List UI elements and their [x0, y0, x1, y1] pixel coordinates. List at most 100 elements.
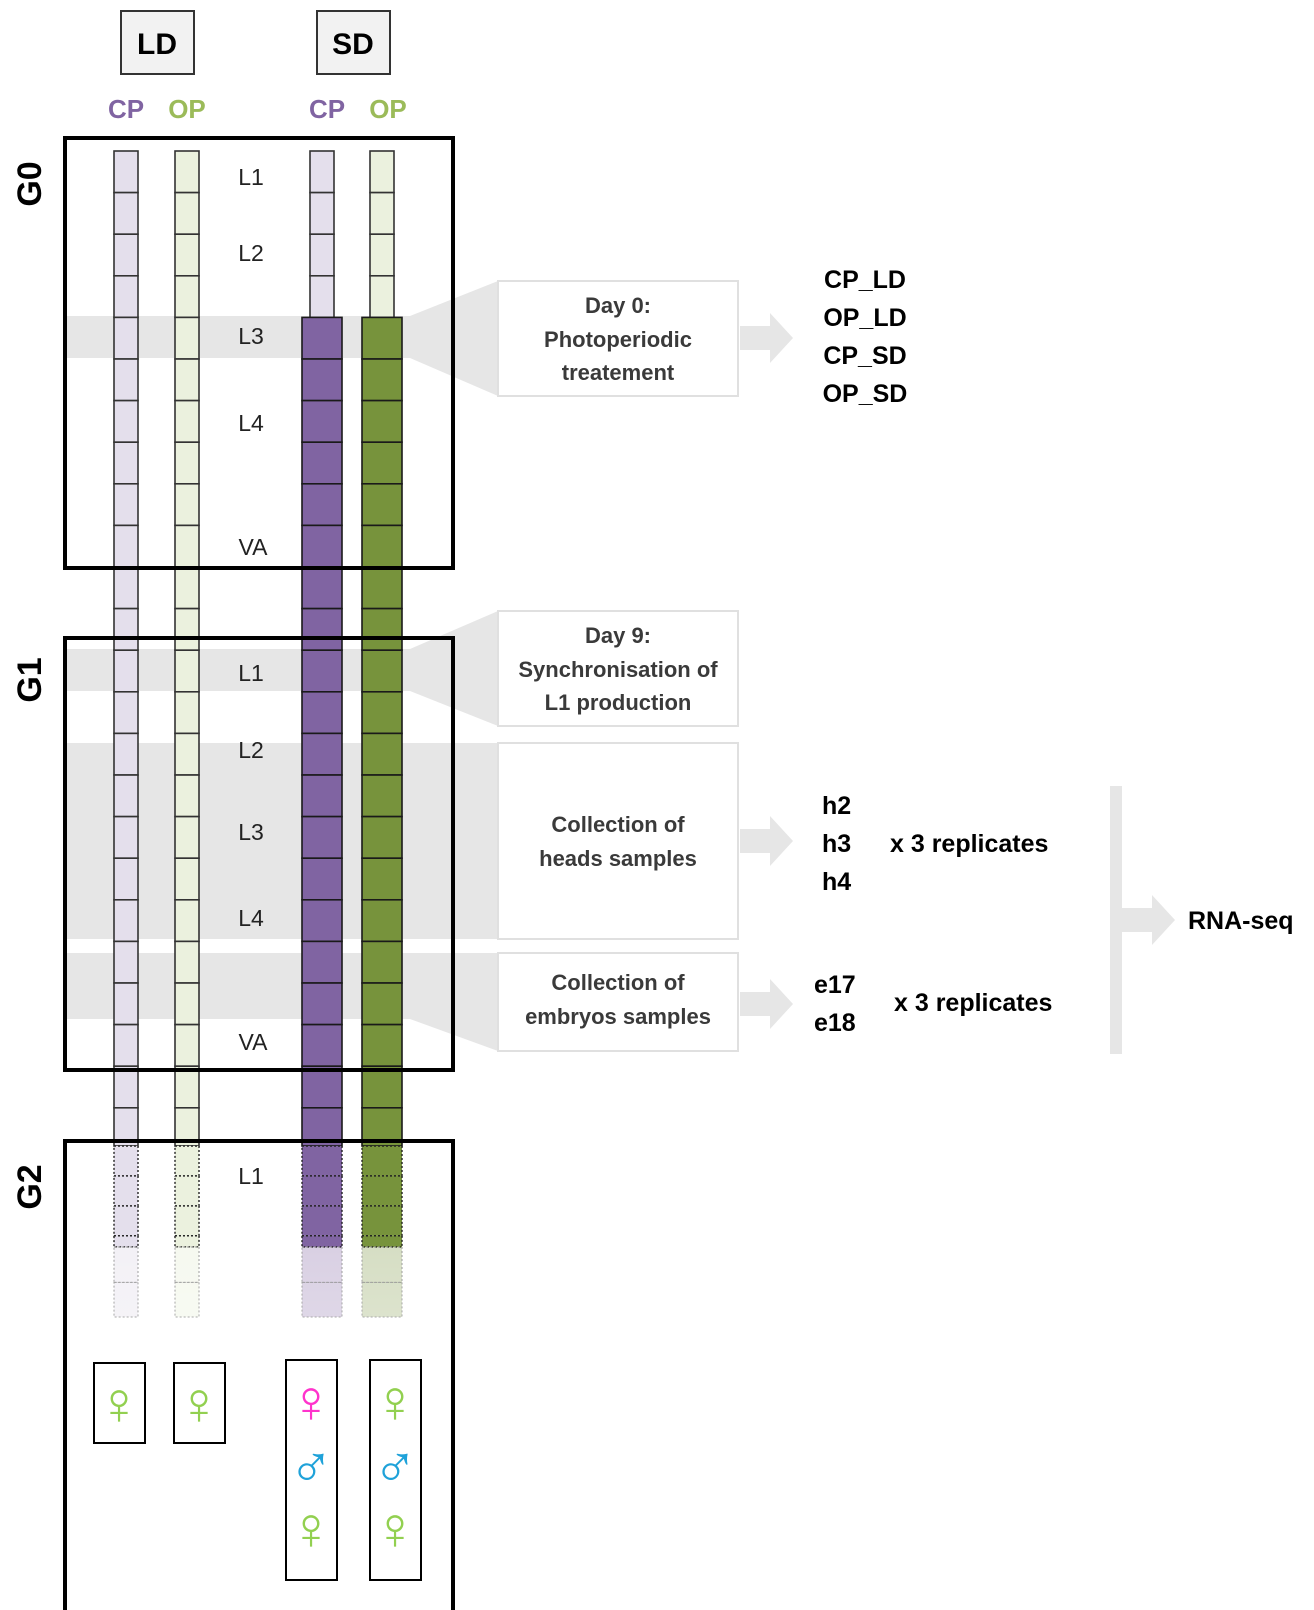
- segment-ld-op-0: [174, 150, 200, 194]
- callout-embryos-line1: Collection of: [551, 970, 685, 995]
- segment-ld-cp-19: [113, 940, 139, 984]
- segment-ld-cp-3: [113, 274, 139, 319]
- segment-ld-op-6: [174, 399, 200, 444]
- segment-sd-cp-16: [301, 815, 343, 859]
- segment-ld-op-1: [174, 191, 200, 236]
- segment-sd-cp-22: [301, 1065, 343, 1109]
- segment-sd-op-14: [361, 732, 403, 776]
- callout-box-heads: [497, 742, 739, 940]
- segment-sd-cp-24: [301, 1145, 343, 1177]
- offspring-box-sd-cp: [285, 1359, 338, 1581]
- segment-sd-op-22: [361, 1065, 403, 1109]
- segment-ld-cp-25: [113, 1175, 139, 1207]
- segment-sd-op-7: [361, 441, 403, 485]
- callout-box-embryos: [497, 952, 739, 1052]
- segment-sd-op-3: [369, 274, 395, 319]
- female-pink-icon: ♀: [289, 1368, 334, 1435]
- g0-stage-l2: L2: [238, 240, 264, 266]
- segment-ld-cp-5: [113, 358, 139, 402]
- segment-ld-cp-4: [113, 316, 139, 360]
- rnaseq-label: RNA-seq: [1188, 907, 1294, 935]
- segment-sd-op-2: [369, 233, 395, 277]
- sample-h4: h4: [822, 868, 851, 896]
- ld-condition-label: LD: [137, 28, 177, 61]
- segment-sd-cp-1: [309, 191, 335, 236]
- segment-sd-cp-19: [301, 940, 343, 984]
- callout-day9-line2: Synchronisation of: [518, 657, 718, 682]
- sd-condition-label: SD: [332, 28, 374, 61]
- segment-ld-cp-6: [113, 399, 139, 444]
- segment-sd-cp-2: [309, 233, 335, 277]
- callout-day0-line1: Day 0:: [585, 293, 651, 318]
- segment-ld-op-20: [174, 982, 200, 1026]
- segment-ld-op-12: [174, 649, 200, 693]
- segment-ld-op-5: [174, 358, 200, 402]
- segment-ld-op-8: [174, 482, 200, 527]
- segment-sd-op-11: [361, 607, 403, 651]
- g2-stage-l1: L1: [238, 1163, 264, 1189]
- segment-sd-cp-0: [309, 150, 335, 194]
- segment-sd-op-5: [361, 358, 403, 402]
- offspring-box-sd-op: [369, 1359, 422, 1581]
- segment-sd-cp-11: [301, 607, 343, 651]
- callout-day0-line2: Photoperiodic: [544, 327, 692, 352]
- segment-ld-cp-26: [113, 1205, 139, 1237]
- offspring-box-ld-cp: [93, 1362, 146, 1444]
- heads-replicates: x 3 replicates: [890, 830, 1048, 858]
- sample-e17: e17: [814, 971, 856, 999]
- segment-sd-cp-9: [301, 524, 343, 568]
- sample-h3: h3: [822, 830, 851, 858]
- g0-stage-l4: L4: [238, 410, 264, 436]
- segment-sd-cp-13: [301, 690, 343, 735]
- sample-e18: e18: [814, 1009, 856, 1037]
- segment-ld-op-15: [174, 774, 200, 818]
- larval-columns: [67, 150, 477, 1497]
- condition-headers: LD SD CP OP CP OP: [108, 10, 407, 124]
- segment-ld-op-27: [174, 1235, 200, 1248]
- segment-sd-cp-10: [301, 566, 343, 610]
- segment-ld-op-26: [174, 1205, 200, 1237]
- segment-ld-cp-10: [113, 566, 139, 610]
- male-blue-icon: ♂: [289, 1431, 334, 1498]
- segment-ld-cp-13: [113, 690, 139, 735]
- segment-ld-cp-12: [113, 649, 139, 693]
- segment-sd-op-20: [361, 982, 403, 1026]
- segment-ld-cp-14: [113, 732, 139, 776]
- embryos-replicates: x 3 replicates: [894, 989, 1052, 1017]
- sample-h2: h2: [822, 792, 851, 820]
- segment-ld-op-9: [174, 524, 200, 568]
- male-blue-icon: ♂: [373, 1431, 418, 1498]
- segment-ld-op-3: [174, 274, 200, 319]
- segment-ld-op-18: [174, 898, 200, 943]
- segment-ld-cp-7: [113, 441, 139, 485]
- segment-sd-op-0: [369, 150, 395, 194]
- sd-condition-box: [316, 10, 391, 75]
- segment-ld-cp-11: [113, 607, 139, 651]
- arrow-heads: [740, 816, 793, 866]
- segment-sd-op-25: [361, 1175, 403, 1207]
- callout-box-day0: [497, 280, 739, 397]
- ld-condition-box: [120, 10, 195, 75]
- segment-sd-op-8: [361, 482, 403, 527]
- segment-ld-op-22: [174, 1065, 200, 1109]
- segment-sd-cp-14: [301, 732, 343, 776]
- g1-stage-l3: L3: [238, 819, 264, 845]
- segment-sd-op-17: [361, 857, 403, 901]
- rnaseq-bracket-bar: [1110, 786, 1122, 1054]
- segment-ld-cp-15: [113, 774, 139, 818]
- segment-sd-op-9: [361, 524, 403, 568]
- segment-sd-cp-7: [301, 441, 343, 485]
- generation-labels: G0 G1 G2: [11, 161, 49, 1209]
- outputs: CP_LD OP_LD CP_SD OP_SD h2 h3 h4 x 3 rep…: [814, 266, 1294, 1037]
- segment-sd-cp-8: [301, 482, 343, 527]
- g1-stage-l2: L2: [238, 737, 264, 763]
- segment-ld-cp-24: [113, 1145, 139, 1177]
- segment-ld-cp-21: [113, 1023, 139, 1067]
- segment-sd-cp-6: [301, 399, 343, 444]
- segment-ld-op-4: [174, 316, 200, 360]
- segment-sd-op-6: [361, 399, 403, 444]
- g1-box: [63, 636, 455, 1072]
- sd-cp-label: CP: [309, 94, 345, 124]
- g2-label: G2: [11, 1164, 49, 1209]
